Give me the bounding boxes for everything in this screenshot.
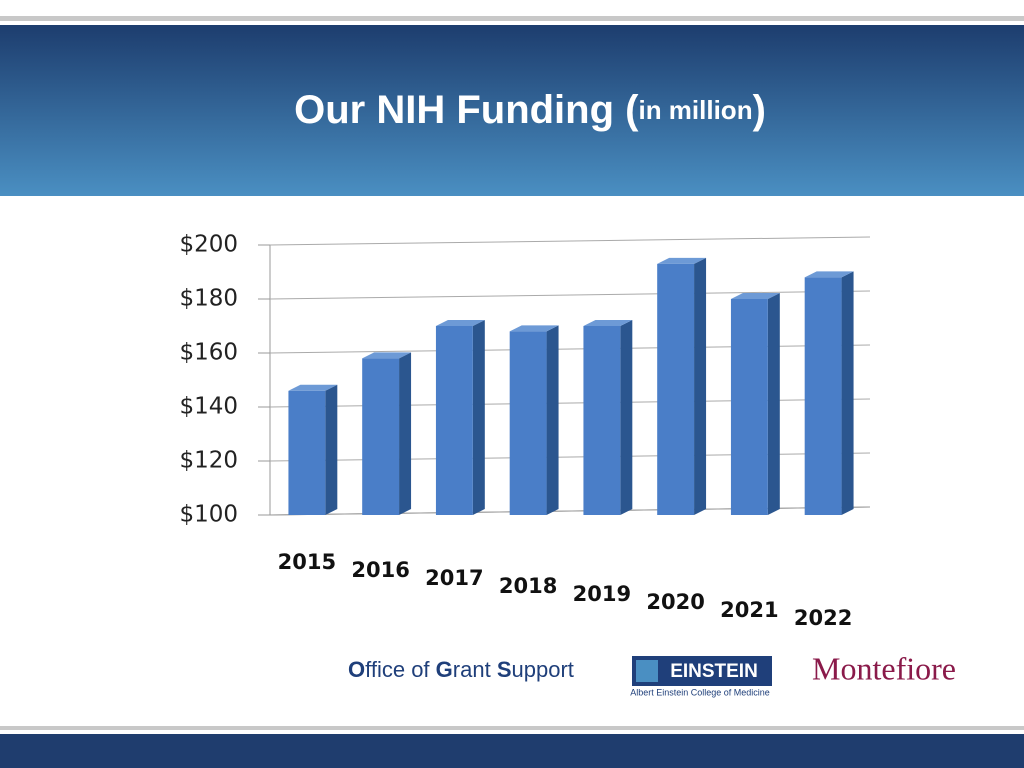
office-part: G (436, 657, 453, 682)
x-tick-label: 2016 (351, 558, 409, 582)
bar-side (546, 325, 559, 515)
y-tick-label: $120 (179, 448, 238, 474)
bottom-rule (0, 726, 1024, 730)
title-part: Our NIH Funding ( (294, 88, 639, 132)
title-part: in million (638, 95, 752, 125)
x-tick-label: 2017 (425, 566, 483, 590)
bar-top (804, 271, 854, 278)
office-part: upport (512, 657, 574, 682)
bar (362, 358, 400, 515)
x-tick-label: 2022 (794, 606, 852, 630)
x-tick-label: 2020 (646, 590, 704, 614)
einstein-logo-mark (636, 660, 658, 682)
y-tick-label: $100 (179, 502, 238, 528)
bar (804, 277, 842, 515)
bar (730, 299, 768, 515)
chart-title: Our NIH Funding (in million) (294, 88, 766, 132)
x-tick-label: 2018 (499, 574, 557, 598)
montefiore-logo: Montefiore (812, 650, 956, 686)
grid-line (269, 398, 871, 408)
header-band (0, 25, 1024, 196)
x-tick-label: 2021 (720, 598, 778, 622)
bar-side (472, 320, 485, 515)
bar-top (657, 257, 707, 264)
bar-side (325, 384, 338, 515)
footer-band (0, 734, 1024, 768)
y-tick-label: $140 (179, 394, 238, 420)
bar (657, 263, 695, 515)
y-tick-label: $160 (179, 340, 238, 366)
einstein-logo: EINSTEIN (670, 661, 758, 682)
x-tick-label: 2015 (278, 550, 336, 574)
bar-top (583, 320, 633, 326)
x-axis (269, 506, 871, 516)
bar (583, 326, 621, 515)
bar-side (841, 271, 854, 515)
bar-top (730, 293, 780, 299)
office-label: Office of Grant Support (348, 657, 574, 682)
bar-side (620, 320, 633, 515)
top-rule (0, 16, 1024, 21)
bar-side (399, 352, 412, 515)
bar-side (767, 293, 780, 515)
bar-top (362, 352, 412, 359)
title-part: ) (753, 88, 766, 132)
y-tick-label: $180 (179, 286, 238, 312)
bar-top (435, 320, 485, 326)
grid-line (269, 236, 871, 246)
bar-top (288, 384, 338, 391)
plot: $100 $120 $140 $160 $180 $200 2015 2016 2017 2018… (179, 232, 871, 630)
office-part: rant (453, 657, 497, 682)
grid-line (269, 290, 871, 300)
grid-line (269, 452, 871, 462)
office-part: S (497, 657, 512, 682)
bar (435, 326, 473, 515)
grid-line (269, 344, 871, 354)
office-part: ffice of (365, 657, 436, 682)
bar (288, 390, 326, 515)
y-tick-label: $200 (179, 232, 238, 258)
bar-side (694, 257, 707, 515)
x-tick-label: 2019 (573, 582, 631, 606)
einstein-subtitle: Albert Einstein College of Medicine (630, 687, 770, 697)
bar-top (509, 325, 559, 332)
office-part: O (348, 657, 365, 682)
bar (509, 331, 547, 515)
